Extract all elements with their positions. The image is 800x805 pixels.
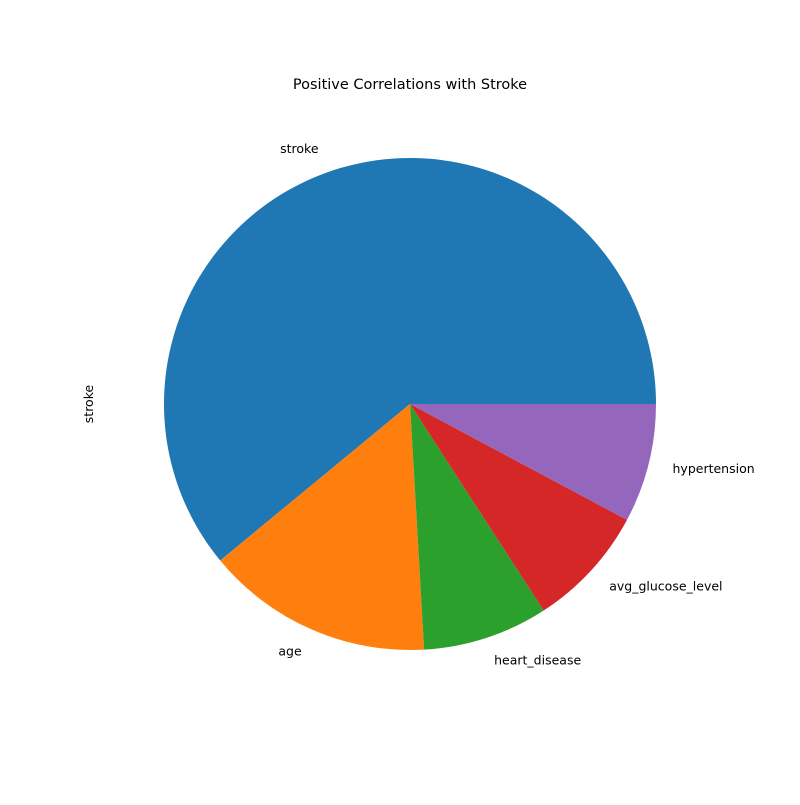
pie-slice-heart-disease — [410, 404, 544, 650]
pie-label-hypertension: hypertension — [673, 461, 755, 476]
pie-label-stroke: stroke — [280, 141, 319, 156]
pie-label-age: age — [278, 643, 302, 658]
pie-label-heart-disease: heart_disease — [494, 653, 581, 668]
pie-slice-avg-glucose-level — [410, 404, 628, 611]
pie-labels: stroke age heart_disease avg_glucose_level h… — [278, 141, 754, 668]
pie-slice-hypertension — [410, 404, 656, 520]
pie-slice-stroke — [163, 157, 657, 561]
y-axis-label: stroke — [81, 384, 96, 423]
pie-label-avg-glucose-level: avg_glucose_level — [609, 579, 722, 594]
chart-title: Positive Correlations with Stroke — [293, 77, 527, 93]
pie-slices — [163, 157, 657, 650]
pie-slice-age — [220, 404, 425, 650]
